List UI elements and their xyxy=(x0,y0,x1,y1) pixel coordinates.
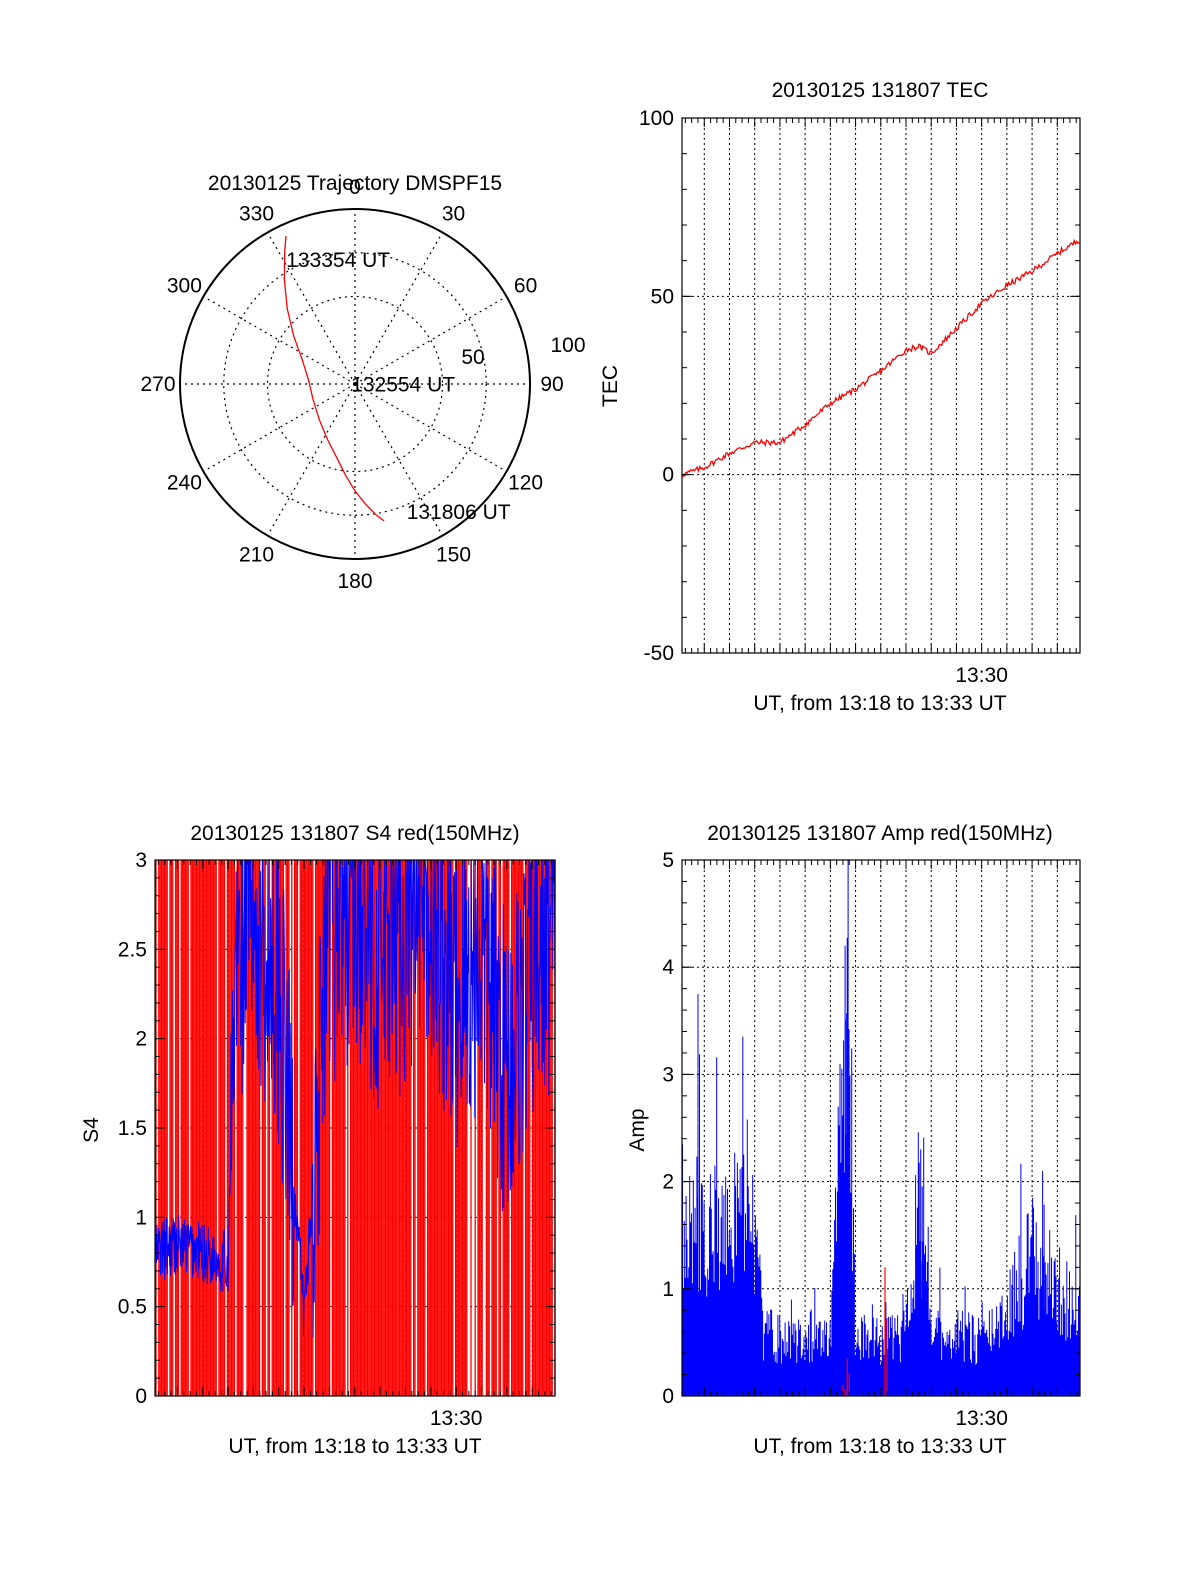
x-tick-label: 13:30 xyxy=(955,1407,1008,1430)
y-tick-label: 0 xyxy=(662,1385,674,1408)
polar-angle-label: 150 xyxy=(436,544,471,567)
polar-grid-spoke xyxy=(354,383,507,473)
trajectory-line xyxy=(283,235,385,522)
s4-x-label: UT, from 13:18 to 13:33 UT xyxy=(228,1435,481,1458)
y-tick-label: 4 xyxy=(662,956,674,979)
y-tick-label: 2 xyxy=(135,1028,147,1051)
y-tick-label: 100 xyxy=(639,107,674,130)
polar-trajectory-panel: 20130125 Trajectory DMSPF15 0 30 60 90 120 15… xyxy=(140,172,585,593)
polar-grid-spoke xyxy=(266,383,356,536)
polar-grid xyxy=(180,209,530,559)
amp-panel: 20130125 131807 Amp red(150MHz) 0 1 2 3 4 5 13… xyxy=(626,822,1081,1458)
y-tick-label: 3 xyxy=(662,1063,674,1086)
s4-y-label: S4 xyxy=(80,1117,103,1143)
amp-x-label: UT, from 13:18 to 13:33 UT xyxy=(753,1435,1006,1458)
trajectory-time-label: 133354 UT xyxy=(286,249,390,272)
polar-grid-spoke xyxy=(354,295,507,385)
tec-title: 20130125 131807 TEC xyxy=(772,79,989,102)
tec-x-label: UT, from 13:18 to 13:33 UT xyxy=(753,692,1006,715)
amp-y-label: Amp xyxy=(626,1108,649,1151)
tec-grid xyxy=(682,118,1080,653)
tec-ticks: -50 0 50 100 13:30 xyxy=(639,107,1080,687)
y-tick-label: 0 xyxy=(662,464,674,487)
polar-grid-spoke xyxy=(354,232,444,385)
amp-title: 20130125 131807 Amp red(150MHz) xyxy=(707,822,1053,845)
polar-angle-label: 60 xyxy=(514,275,537,298)
y-tick-label: 1 xyxy=(135,1206,147,1229)
polar-angle-label: 30 xyxy=(442,202,465,225)
tec-series-line xyxy=(681,238,1080,477)
amp-ticks: 0 1 2 3 4 5 13:30 xyxy=(662,849,1080,1430)
polar-grid-spoke xyxy=(203,295,356,385)
polar-angle-label: 210 xyxy=(239,544,274,567)
polar-angle-label: 300 xyxy=(167,275,202,298)
polar-angle-label: 180 xyxy=(337,570,372,593)
polar-angle-labels: 0 30 60 90 120 150 180 210 240 270 300 330 xyxy=(140,176,563,593)
polar-grid-spoke xyxy=(354,383,444,536)
trajectory-time-label: 132554 UT xyxy=(351,374,455,397)
y-tick-label: -50 xyxy=(644,642,674,665)
amp-red-strokes xyxy=(842,1267,888,1396)
y-tick-label: 1.5 xyxy=(118,1117,147,1140)
tec-panel: 20130125 131807 TEC -50 0 50 100 13:30 TEC U… xyxy=(599,79,1081,715)
polar-grid-spoke xyxy=(266,232,356,385)
s4-panel: 20130125 131807 S4 red(150MHz) 0 0.5 1 1.5 2… xyxy=(80,822,556,1458)
amp-red-series xyxy=(842,1267,888,1396)
polar-angle-label: 270 xyxy=(140,373,175,396)
polar-radial-label: 100 xyxy=(550,334,585,357)
y-tick-label: 2 xyxy=(662,1171,674,1194)
polar-angle-label: 90 xyxy=(540,373,563,396)
x-tick-label: 13:30 xyxy=(430,1407,483,1430)
trajectory-annotations: 133354 UT 132554 UT 131806 UT xyxy=(286,249,511,524)
polar-title: 20130125 Trajectory DMSPF15 xyxy=(208,172,502,195)
polar-angle-label: 240 xyxy=(167,472,202,495)
s4-title: 20130125 131807 S4 red(150MHz) xyxy=(190,822,519,845)
y-tick-label: 1 xyxy=(662,1278,674,1301)
polar-grid-spoke xyxy=(203,383,356,473)
polar-angle-label: 120 xyxy=(508,472,543,495)
y-tick-label: 0.5 xyxy=(118,1296,147,1319)
y-tick-label: 50 xyxy=(651,285,674,308)
s4-ticks: 0 0.5 1 1.5 2 2.5 3 13:30 xyxy=(118,849,555,1430)
polar-angle-label: 330 xyxy=(239,202,274,225)
x-tick-label: 13:30 xyxy=(955,664,1008,687)
y-tick-label: 5 xyxy=(662,849,674,872)
polar-radial-label: 50 xyxy=(461,346,484,369)
y-tick-label: 3 xyxy=(135,849,147,872)
tec-y-label: TEC xyxy=(599,365,622,407)
s4-blue-series xyxy=(154,859,556,1338)
polar-angle-label: 0 xyxy=(349,176,361,199)
polar-grid-circle xyxy=(223,252,487,516)
polar-radial-labels: 50 100 xyxy=(461,334,585,369)
y-tick-label: 2.5 xyxy=(118,938,147,961)
polar-grid-circle xyxy=(266,295,444,473)
y-tick-label: 0 xyxy=(135,1385,147,1408)
trajectory-time-label: 131806 UT xyxy=(407,501,511,524)
